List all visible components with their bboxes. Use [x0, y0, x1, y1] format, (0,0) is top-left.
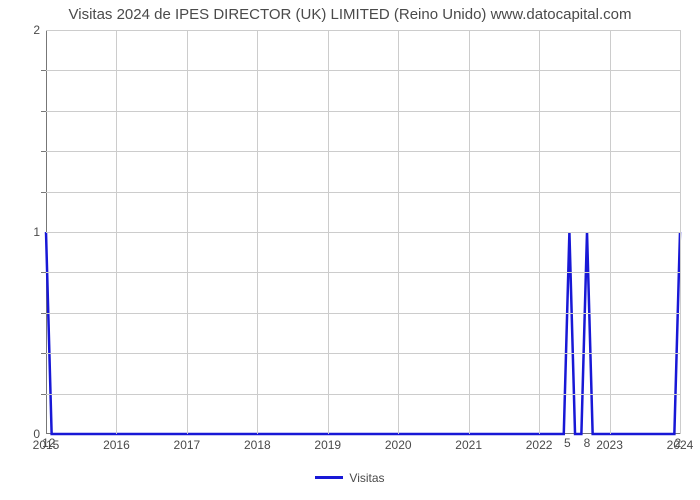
- y-minor-gridline: [46, 353, 680, 354]
- x-tick-label: 2022: [526, 434, 553, 452]
- x-gridline: [539, 30, 540, 434]
- x-tick-label: 2019: [314, 434, 341, 452]
- value-label: 5: [564, 436, 571, 450]
- y-minor-gridline: [46, 151, 680, 152]
- series-line: [46, 232, 680, 434]
- x-tick-label: 2023: [596, 434, 623, 452]
- x-gridline: [398, 30, 399, 434]
- x-gridline: [187, 30, 188, 434]
- legend-item-visitas: Visitas: [315, 471, 384, 485]
- y-tick-label: 2: [33, 23, 46, 37]
- legend-label: Visitas: [349, 471, 384, 485]
- x-gridline: [469, 30, 470, 434]
- x-gridline: [116, 30, 117, 434]
- y-minor-gridline: [46, 111, 680, 112]
- y-gridline: [46, 30, 680, 31]
- legend-swatch: [315, 476, 343, 479]
- x-tick-label: 2017: [174, 434, 201, 452]
- y-gridline: [46, 232, 680, 233]
- chart-container: Visitas 2024 de IPES DIRECTOR (UK) LIMIT…: [0, 0, 700, 500]
- y-minor-gridline: [46, 70, 680, 71]
- x-tick-label: 2016: [103, 434, 130, 452]
- x-tick-label: 2018: [244, 434, 271, 452]
- x-tick-label: 2021: [455, 434, 482, 452]
- x-gridline: [328, 30, 329, 434]
- y-minor-gridline: [46, 313, 680, 314]
- y-minor-gridline: [46, 272, 680, 273]
- x-tick-label: 2020: [385, 434, 412, 452]
- x-gridline: [610, 30, 611, 434]
- plot-area: 0122015201620172018201920202021202220232…: [46, 30, 680, 434]
- y-tick-label: 1: [33, 225, 46, 239]
- value-label: 12: [42, 436, 55, 450]
- y-minor-gridline: [46, 192, 680, 193]
- chart-title: Visitas 2024 de IPES DIRECTOR (UK) LIMIT…: [0, 6, 700, 23]
- value-label: 2: [675, 436, 682, 450]
- legend: Visitas: [0, 468, 700, 485]
- x-gridline: [257, 30, 258, 434]
- x-gridline: [680, 30, 681, 434]
- value-label: 8: [584, 436, 591, 450]
- y-minor-gridline: [46, 394, 680, 395]
